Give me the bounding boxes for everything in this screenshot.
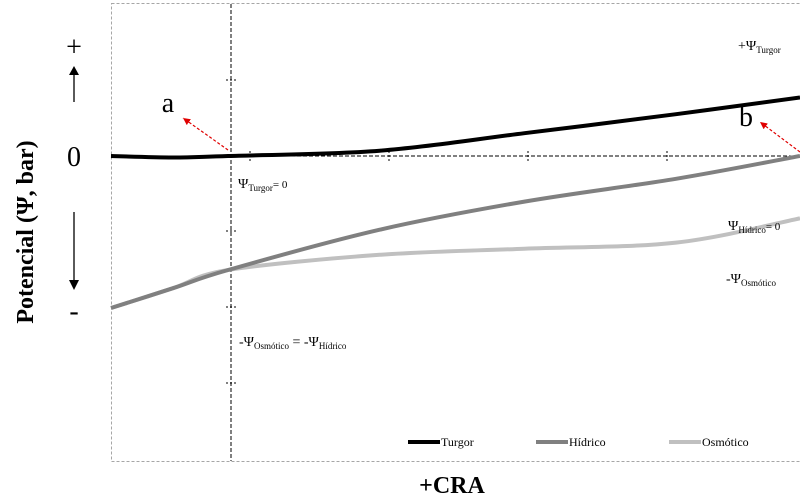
annotation-a: a <box>162 88 175 119</box>
down-arrowhead <box>69 280 79 290</box>
label-psi-osmotico-minus: -ΨOsmótico <box>726 272 777 288</box>
legend-label-turgor: Turgor <box>441 435 474 449</box>
label-psi-hidrico-zero: ΨHídrico= 0 <box>728 219 781 235</box>
series-line-hidrico <box>110 154 800 310</box>
annotation-a-arrow <box>182 117 229 151</box>
label-psi-turgor-zero: ΨTurgor= 0 <box>238 177 288 193</box>
y-marker-zero: 0 <box>67 142 81 173</box>
vline-ticks <box>226 79 236 384</box>
series-line-osmotico <box>110 216 800 310</box>
label-equality: -ΨOsmótico = -ΨHídrico <box>239 335 347 351</box>
y-axis-label: Potencial (Ψ, bar) <box>13 140 39 323</box>
legend-label-osmotico: Osmótico <box>702 435 749 449</box>
series-line-turgor <box>110 95 800 160</box>
x-axis-label: +CRA <box>419 473 485 499</box>
up-arrowhead <box>69 66 79 75</box>
annotation-b-arrow <box>759 121 800 153</box>
legend: Turgor Hídrico Osmótico <box>408 435 749 449</box>
annotation-b: b <box>739 102 753 133</box>
label-psi-turgor-plus: +ΨTurgor <box>738 39 781 55</box>
y-marker-plus: + <box>66 32 82 63</box>
series-layer <box>110 95 800 310</box>
y-marker-minus: - <box>69 296 78 327</box>
legend-label-hidrico: Hídrico <box>569 435 606 449</box>
plot-frame <box>111 3 800 462</box>
